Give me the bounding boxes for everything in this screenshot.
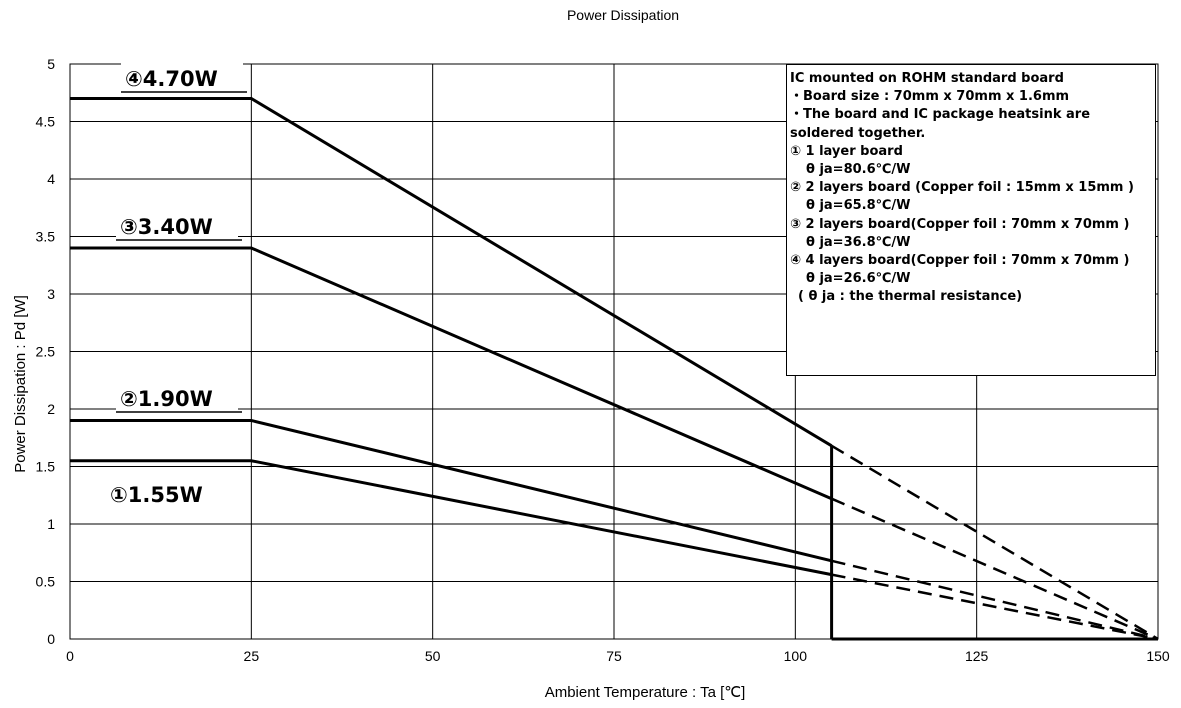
legend-line: θ ja=65.8℃/W	[806, 198, 911, 214]
series-derating-dashed-1	[831, 573, 1159, 641]
y-tick-label: 5	[47, 56, 55, 72]
callout-label: ①1.55W	[110, 483, 203, 507]
x-tick-label: 150	[1146, 648, 1170, 664]
x-tick-label: 100	[784, 648, 808, 664]
callout-2: ②1.90W	[116, 383, 242, 413]
value-callouts: ①1.55W ②1.90W ③3.40W ④4.70W	[106, 63, 247, 509]
y-tick-label: 3	[47, 286, 55, 302]
legend-box: IC mounted on ROHM standard board ・Board …	[786, 64, 1156, 376]
series-derating-dashed-4	[830, 444, 1159, 641]
callout-label: ④4.70W	[125, 67, 218, 91]
legend-line: ④ 4 layers board(Copper foil : 70mm x 70…	[790, 253, 1130, 269]
callout-bg	[116, 383, 238, 413]
x-tick-label: 25	[244, 648, 260, 664]
x-axis-ticks: 0 25 50 75 100 125 150	[66, 648, 1170, 664]
y-tick-label: 3.5	[36, 229, 56, 245]
y-tick-label: 1	[47, 516, 55, 532]
y-tick-label: 2.5	[36, 344, 56, 360]
series-derating-dashed-3	[831, 497, 1159, 641]
y-tick-label: 0	[47, 631, 55, 647]
legend-line: ・The board and IC package heatsink are	[790, 107, 1091, 123]
y-tick-label: 4.5	[36, 114, 56, 130]
callout-1: ①1.55W	[106, 479, 228, 509]
series-derating-dashed-2	[831, 559, 1159, 641]
legend-line: ③ 2 layers board(Copper foil : 70mm x 70…	[790, 216, 1130, 232]
legend-line: soldered together.	[790, 125, 926, 141]
chart-title: Power Dissipation	[567, 7, 679, 23]
series-line-2	[70, 419, 832, 563]
callout-bg	[116, 211, 238, 241]
x-tick-label: 50	[425, 648, 441, 664]
y-tick-label: 0.5	[36, 574, 56, 590]
callout-3: ③3.40W	[116, 211, 242, 241]
legend-line: θ ja=36.8℃/W	[806, 234, 911, 250]
y-tick-label: 1.5	[36, 459, 56, 475]
callout-label: ③3.40W	[120, 215, 213, 239]
legend-line: IC mounted on ROHM standard board	[790, 71, 1064, 86]
x-tick-label: 0	[66, 648, 74, 664]
series-line-3	[70, 246, 833, 501]
legend-line: ・Board size : 70mm x 70mm x 1.6mm	[790, 89, 1070, 105]
callout-bg	[121, 63, 243, 93]
series-line-1	[70, 459, 832, 577]
plot-area-border	[69, 63, 1159, 640]
legend-line: ( θ ja : the thermal resistance)	[798, 289, 1023, 305]
legend-line: θ ja=80.6℃/W	[806, 162, 911, 178]
callout-4: ④4.70W	[121, 63, 247, 93]
x-axis-label: Ambient Temperature : Ta [℃]	[545, 684, 746, 701]
y-tick-label: 2	[47, 401, 55, 417]
x-tick-label: 125	[965, 648, 989, 664]
series-line-4	[70, 97, 833, 448]
y-axis-ticks: 0 0.5 1 1.5 2 2.5 3 3.5 4 4.5 5	[36, 56, 56, 647]
plot-area	[69, 63, 1159, 640]
legend-line: θ ja=26.6℃/W	[806, 271, 911, 287]
legend-line: ② 2 layers board (Copper foil : 15mm x 1…	[790, 180, 1134, 196]
y-axis-label: Power Dissipation : Pd [W]	[12, 295, 29, 473]
x-tick-label: 75	[606, 648, 622, 664]
callout-label: ②1.90W	[120, 387, 213, 411]
y-tick-label: 4	[47, 171, 55, 187]
callout-bg	[106, 479, 228, 509]
series-lines	[70, 97, 1159, 641]
legend-line: ① 1 layer board	[790, 143, 903, 159]
